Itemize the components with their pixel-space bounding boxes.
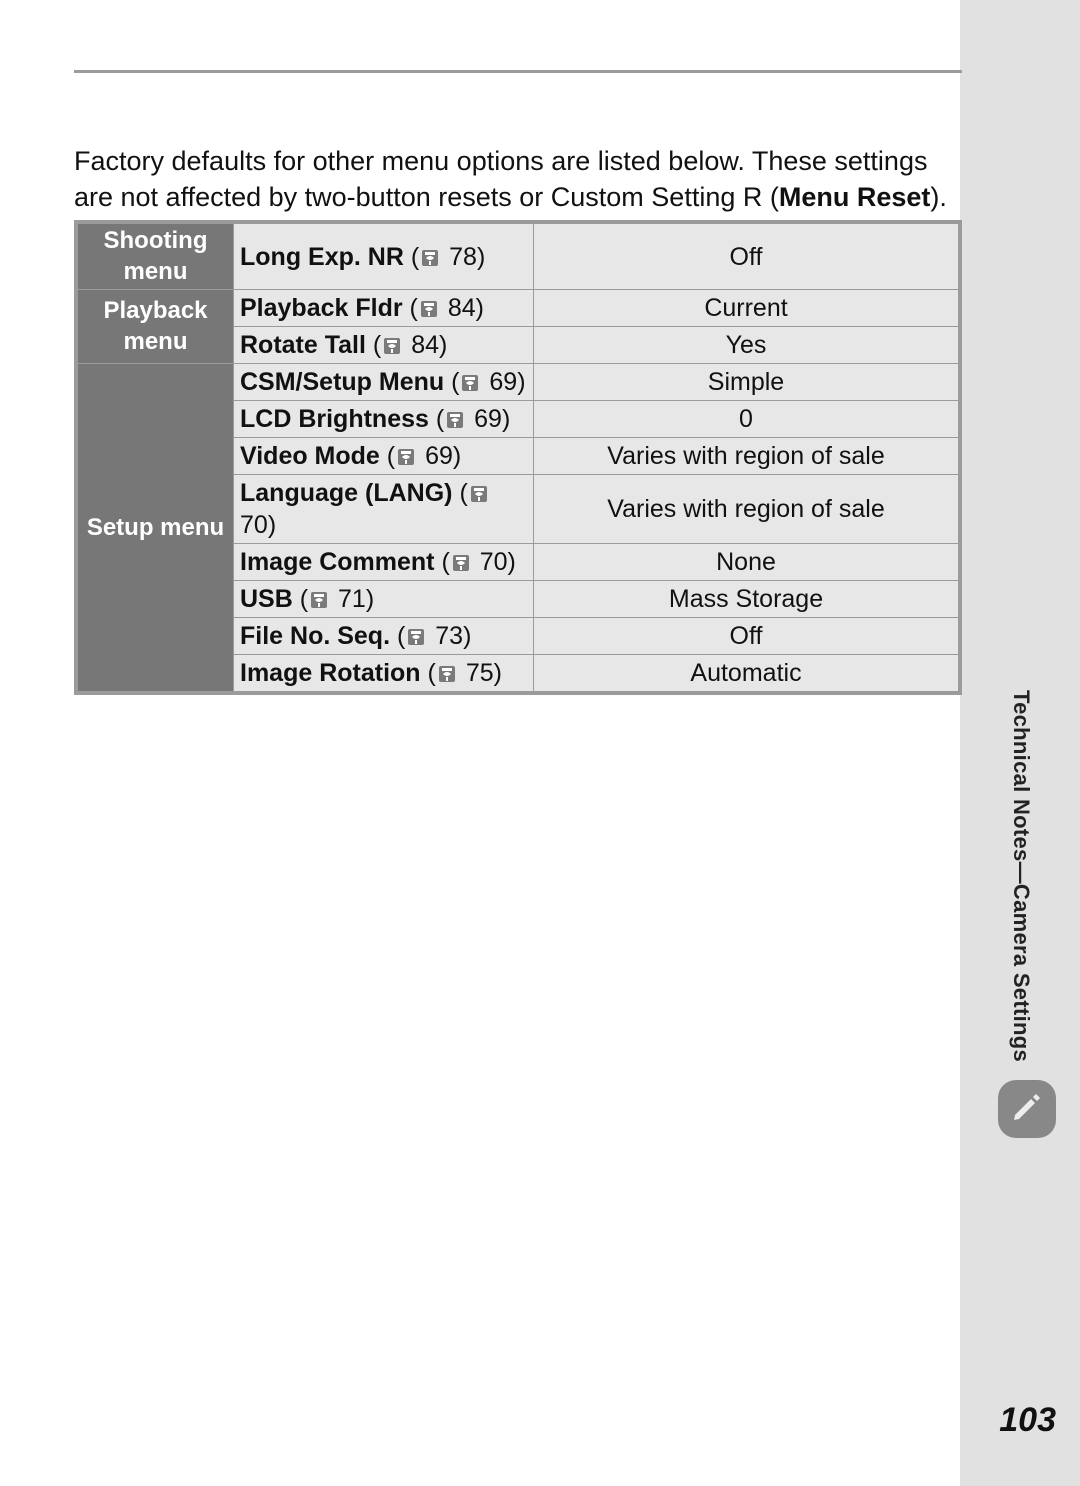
page-ref-icon [451, 553, 471, 573]
page-ref-icon [309, 590, 329, 610]
setting-name: Rotate Tall [240, 331, 366, 359]
category-cell: Playback menu [78, 290, 234, 364]
setting-cell: Language (LANG) ( 70) [234, 475, 534, 544]
page-ref-number: 71 [338, 585, 366, 613]
page-ref-icon [469, 484, 489, 504]
page-ref: ( 69) [436, 405, 510, 433]
page-ref: ( 69) [387, 442, 461, 470]
top-rule [74, 70, 962, 73]
intro-paragraph: Factory defaults for other menu options … [74, 143, 962, 216]
defaults-table: Shooting menuLong Exp. NR ( 78)OffPlayba… [77, 223, 959, 692]
setting-cell: File No. Seq. ( 73) [234, 618, 534, 655]
page-ref: ( 70) [441, 548, 515, 576]
page-ref: ( 71) [300, 585, 374, 613]
page-ref: ( 69) [451, 368, 525, 396]
setting-name: Image Comment [240, 548, 434, 576]
setting-cell: Playback Fldr ( 84) [234, 290, 534, 327]
page-ref-number: 69 [474, 405, 502, 433]
page-ref-number: 70 [480, 548, 508, 576]
side-bar: Technical Notes—Camera Settings 103 [960, 0, 1080, 1486]
intro-bold: Menu Reset [779, 182, 931, 212]
intro-text-after: ). [930, 182, 947, 212]
setting-name: Video Mode [240, 442, 380, 470]
page-ref-icon [460, 373, 480, 393]
page-ref-icon [420, 248, 440, 268]
setting-name: Playback Fldr [240, 294, 403, 322]
setting-cell: LCD Brightness ( 69) [234, 401, 534, 438]
page-ref-number: 69 [425, 442, 453, 470]
value-cell: Off [534, 618, 959, 655]
value-cell: None [534, 544, 959, 581]
page-ref-number: 84 [448, 294, 476, 322]
page-ref-number: 84 [411, 331, 439, 359]
page-ref: ( 75) [428, 659, 502, 687]
page-ref: ( 73) [397, 622, 471, 650]
value-cell: Varies with region of sale [534, 438, 959, 475]
setting-cell: Video Mode ( 69) [234, 438, 534, 475]
setting-name: Language (LANG) [240, 479, 453, 507]
page-ref-number: 78 [449, 243, 477, 271]
value-cell: Current [534, 290, 959, 327]
setting-name: Long Exp. NR [240, 243, 404, 271]
page-ref-icon [406, 627, 426, 647]
page-ref-number: 73 [435, 622, 463, 650]
setting-name: CSM/Setup Menu [240, 368, 444, 396]
value-cell: Automatic [534, 655, 959, 692]
defaults-table-body: Shooting menuLong Exp. NR ( 78)OffPlayba… [78, 224, 959, 692]
page-ref-icon [419, 299, 439, 319]
value-cell: Mass Storage [534, 581, 959, 618]
page-ref: ( 84) [410, 294, 484, 322]
pencil-icon [1011, 1091, 1043, 1128]
value-cell: Yes [534, 327, 959, 364]
page-ref: ( 84) [373, 331, 447, 359]
table-row: Shooting menuLong Exp. NR ( 78)Off [78, 224, 959, 290]
section-tab [998, 1080, 1056, 1138]
page-number: 103 [999, 1401, 1056, 1440]
section-label: Technical Notes—Camera Settings [1008, 690, 1034, 1062]
value-cell: Varies with region of sale [534, 475, 959, 544]
setting-cell: USB ( 71) [234, 581, 534, 618]
value-cell: Simple [534, 364, 959, 401]
page-ref-number: 75 [466, 659, 494, 687]
page-ref-number: 69 [489, 368, 517, 396]
table-row: Playback menuPlayback Fldr ( 84)Current [78, 290, 959, 327]
setting-name: USB [240, 585, 293, 613]
value-cell: Off [534, 224, 959, 290]
setting-name: LCD Brightness [240, 405, 429, 433]
page-ref: ( 78) [411, 243, 485, 271]
category-cell: Setup menu [78, 364, 234, 692]
page-ref-number: 70 [240, 511, 268, 539]
setting-cell: CSM/Setup Menu ( 69) [234, 364, 534, 401]
page-ref-icon [445, 410, 465, 430]
setting-cell: Image Rotation ( 75) [234, 655, 534, 692]
setting-cell: Image Comment ( 70) [234, 544, 534, 581]
page-ref-icon [382, 336, 402, 356]
setting-name: File No. Seq. [240, 622, 390, 650]
table-row: Setup menuCSM/Setup Menu ( 69)Simple [78, 364, 959, 401]
page-ref-icon [396, 447, 416, 467]
setting-cell: Rotate Tall ( 84) [234, 327, 534, 364]
page-ref-icon [437, 664, 457, 684]
setting-name: Image Rotation [240, 659, 421, 687]
setting-cell: Long Exp. NR ( 78) [234, 224, 534, 290]
category-cell: Shooting menu [78, 224, 234, 290]
defaults-table-wrap: Shooting menuLong Exp. NR ( 78)OffPlayba… [74, 220, 962, 695]
value-cell: 0 [534, 401, 959, 438]
